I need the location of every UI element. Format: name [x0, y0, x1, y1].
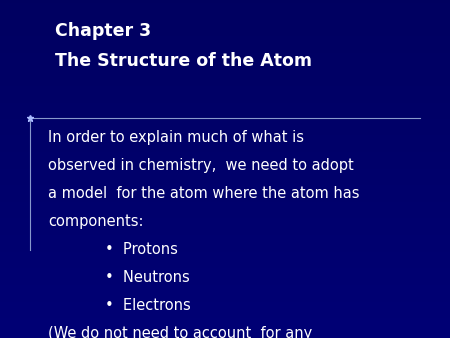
Text: (We do not need to account  for any: (We do not need to account for any: [48, 326, 312, 338]
Text: components:: components:: [48, 214, 144, 229]
Text: •  Neutrons: • Neutrons: [105, 270, 190, 285]
Text: •  Protons: • Protons: [105, 242, 178, 257]
Text: a model  for the atom where the atom has: a model for the atom where the atom has: [48, 186, 360, 201]
Text: In order to explain much of what is: In order to explain much of what is: [48, 130, 304, 145]
Text: Chapter 3: Chapter 3: [55, 22, 151, 40]
Text: The Structure of the Atom: The Structure of the Atom: [55, 52, 312, 70]
Text: •  Electrons: • Electrons: [105, 298, 191, 313]
Text: observed in chemistry,  we need to adopt: observed in chemistry, we need to adopt: [48, 158, 354, 173]
